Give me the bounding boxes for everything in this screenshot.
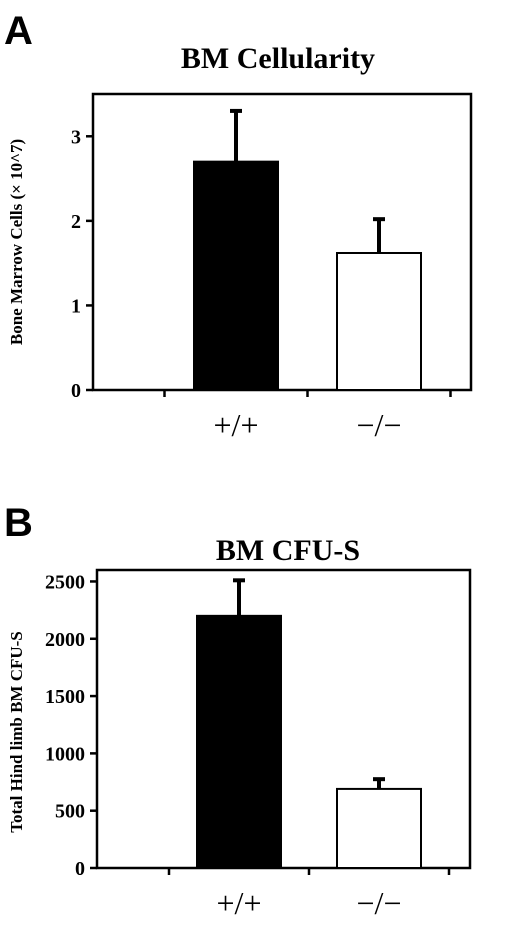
y-tick-label-b-3: 1500 — [45, 686, 85, 708]
y-axis-label-b: Total Hind limb BM CFU-S — [7, 631, 26, 833]
chart-panel-a: A BM Cellularity Bone Marrow Cells (× 10… — [4, 9, 473, 443]
chart-title-a: BM Cellularity — [181, 42, 375, 75]
y-tick-label-b-4: 2000 — [45, 629, 85, 651]
y-tick-label-b-0: 0 — [75, 858, 85, 880]
bar-a-1 — [336, 251, 422, 391]
category-label-b-1: −/− — [357, 885, 402, 921]
y-tick-label-a-2: 2 — [71, 211, 81, 233]
axes-frame-b — [95, 568, 472, 870]
y-tick-label-a-1: 1 — [71, 295, 81, 317]
plot-area-a: 0 1 2 3 +/+ −/− — [71, 92, 473, 443]
bar-a-0 — [193, 160, 279, 391]
y-tick-label-a-3: 3 — [71, 126, 81, 148]
category-label-b-0: +/+ — [217, 885, 262, 921]
y-tick-label-a-0: 0 — [71, 380, 81, 402]
panel-letter-b: B — [4, 501, 33, 545]
bar-b-0 — [196, 614, 282, 869]
panel-letter-a: A — [4, 9, 33, 53]
y-tick-label-b-1: 500 — [55, 801, 85, 823]
bar-b-1 — [336, 787, 422, 870]
chart-title-b: BM CFU-S — [216, 534, 360, 567]
y-tick-label-b-2: 1000 — [45, 743, 85, 765]
category-label-a-0: +/+ — [214, 407, 259, 443]
y-tick-label-b-5: 2500 — [45, 571, 85, 593]
chart-panel-b: B BM CFU-S Total Hind limb BM CFU-S 0 500… — [4, 501, 472, 921]
axes-frame-a — [91, 92, 473, 392]
plot-area-b: 0 500 1000 1500 2000 2500 +/+ −/− — [45, 568, 472, 921]
category-label-a-1: −/− — [357, 407, 402, 443]
y-axis-label-a: Bone Marrow Cells (× 10^7) — [7, 139, 26, 345]
